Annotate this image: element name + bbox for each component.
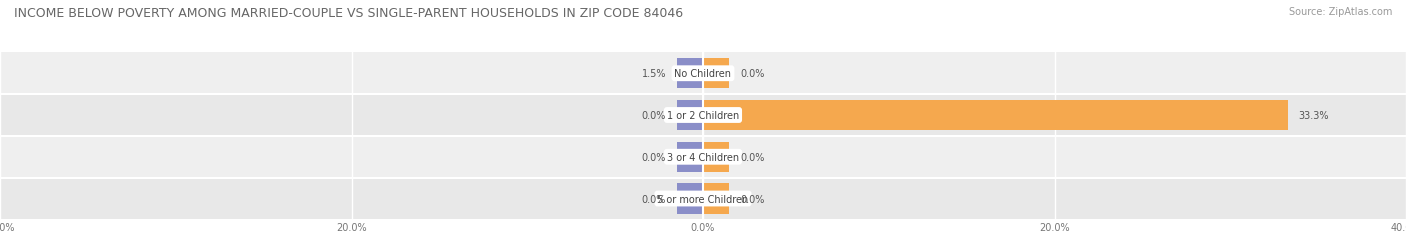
Bar <box>676 142 703 172</box>
Text: 0.0%: 0.0% <box>740 194 765 204</box>
Text: 33.3%: 33.3% <box>1299 110 1329 121</box>
Bar <box>703 142 730 172</box>
Text: INCOME BELOW POVERTY AMONG MARRIED-COUPLE VS SINGLE-PARENT HOUSEHOLDS IN ZIP COD: INCOME BELOW POVERTY AMONG MARRIED-COUPL… <box>14 7 683 20</box>
Text: 1 or 2 Children: 1 or 2 Children <box>666 110 740 121</box>
Text: 3 or 4 Children: 3 or 4 Children <box>666 152 740 162</box>
Bar <box>703 100 1288 131</box>
Bar <box>0 136 1406 178</box>
Text: 0.0%: 0.0% <box>740 69 765 79</box>
Text: 1.5%: 1.5% <box>641 69 666 79</box>
Text: 0.0%: 0.0% <box>641 152 666 162</box>
Bar <box>676 100 703 131</box>
Bar <box>676 59 703 89</box>
Bar <box>0 178 1406 219</box>
Text: No Children: No Children <box>675 69 731 79</box>
Bar <box>0 53 1406 95</box>
Text: Source: ZipAtlas.com: Source: ZipAtlas.com <box>1288 7 1392 17</box>
Text: 0.0%: 0.0% <box>641 194 666 204</box>
Bar <box>0 95 1406 136</box>
Text: 5 or more Children: 5 or more Children <box>658 194 748 204</box>
Bar <box>703 184 730 214</box>
Text: 0.0%: 0.0% <box>740 152 765 162</box>
Bar <box>703 59 730 89</box>
Text: 0.0%: 0.0% <box>641 110 666 121</box>
Bar <box>676 184 703 214</box>
